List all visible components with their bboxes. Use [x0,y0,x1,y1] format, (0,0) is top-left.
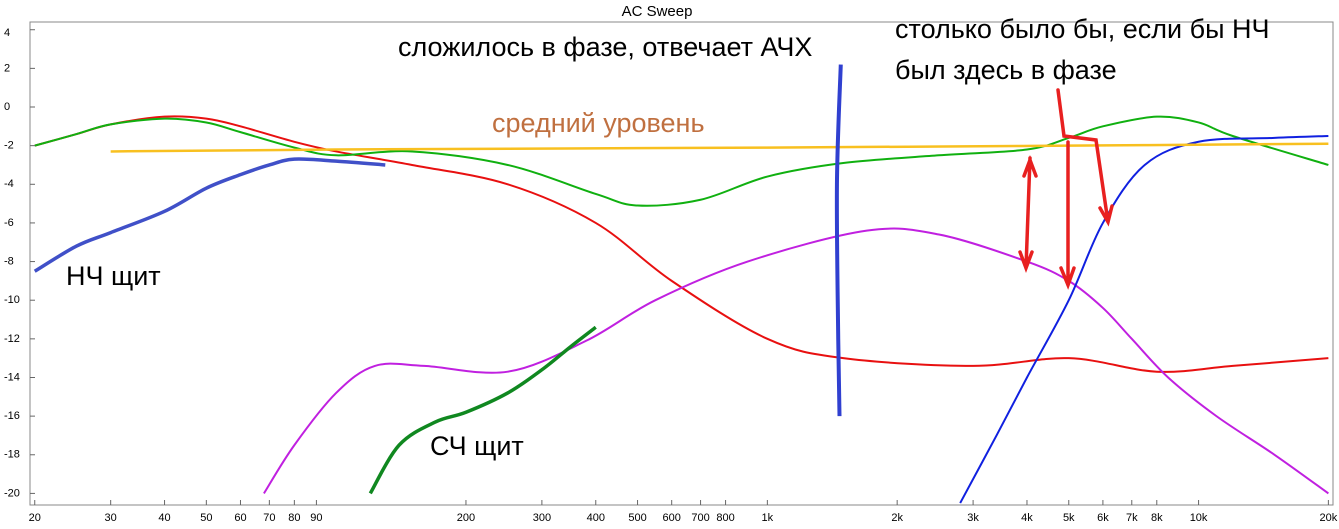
arrow [1059,140,1076,290]
x-tick-label: 10k [1190,512,1208,524]
x-tick-label: 60 [234,512,246,524]
x-tick-label: 30 [105,512,117,524]
y-tick-label: 4 [4,27,10,39]
y-tick-label: -4 [4,178,14,190]
arrow [1018,155,1038,273]
x-tick-label: 90 [310,512,322,524]
series-line [110,142,1329,153]
x-tick-label: 70 [263,512,275,524]
annotation: НЧ щит [66,261,161,291]
x-tick-label: 2k [891,512,903,524]
x-tick-label: 400 [587,512,605,524]
x-tick-label: 40 [158,512,170,524]
x-tick-label: 1k [762,512,774,524]
y-tick-label: 0 [4,101,10,113]
x-tick-label: 8k [1151,512,1163,524]
series-line [34,115,1329,207]
x-tick-label: 7k [1126,512,1138,524]
y-tick-label: -2 [4,140,14,152]
x-tick-label: 50 [200,512,212,524]
y-tick-label: -20 [4,487,20,499]
x-tick-label: 20 [29,512,41,524]
y-tick-label: -12 [4,333,20,345]
annotation: средний уровень [492,108,705,138]
series-line [34,115,1329,373]
x-tick-label: 6k [1097,512,1109,524]
arrow [1056,88,1114,227]
x-tick-label: 500 [628,512,646,524]
x-tick-label: 20k [1320,512,1338,524]
chart-title: AC Sweep [622,3,693,20]
y-tick-label: -10 [4,294,20,306]
plot-area [29,21,1334,506]
y-tick-label: -16 [4,410,20,422]
y-tick-label: -18 [4,449,20,461]
x-tick-label: 300 [533,512,551,524]
x-tick-label: 80 [288,512,300,524]
annotation: столько было бы, если бы НЧ [895,14,1269,44]
y-tick-label: 2 [4,62,10,74]
series-line [834,64,843,417]
series-line [33,157,386,273]
x-tick-label: 5k [1063,512,1075,524]
y-tick-label: -8 [4,255,14,267]
x-tick-label: 3k [967,512,979,524]
annotation: СЧ щит [430,431,524,461]
annotation: сложилось в фазе, отвечает АЧХ [398,32,812,62]
marks [33,64,1329,504]
y-tick-label: -14 [4,371,20,383]
series-line [959,134,1329,504]
annotation: был здесь в фазе [895,55,1117,85]
x-tick-label: 600 [663,512,681,524]
x-tick-label: 700 [691,512,709,524]
arrows [1018,88,1114,290]
y-tick-label: -6 [4,217,14,229]
series-line [368,325,597,495]
series-line [263,227,1329,495]
x-tick-label: 4k [1021,512,1033,524]
x-tick-label: 200 [457,512,475,524]
x-tick-label: 800 [716,512,734,524]
